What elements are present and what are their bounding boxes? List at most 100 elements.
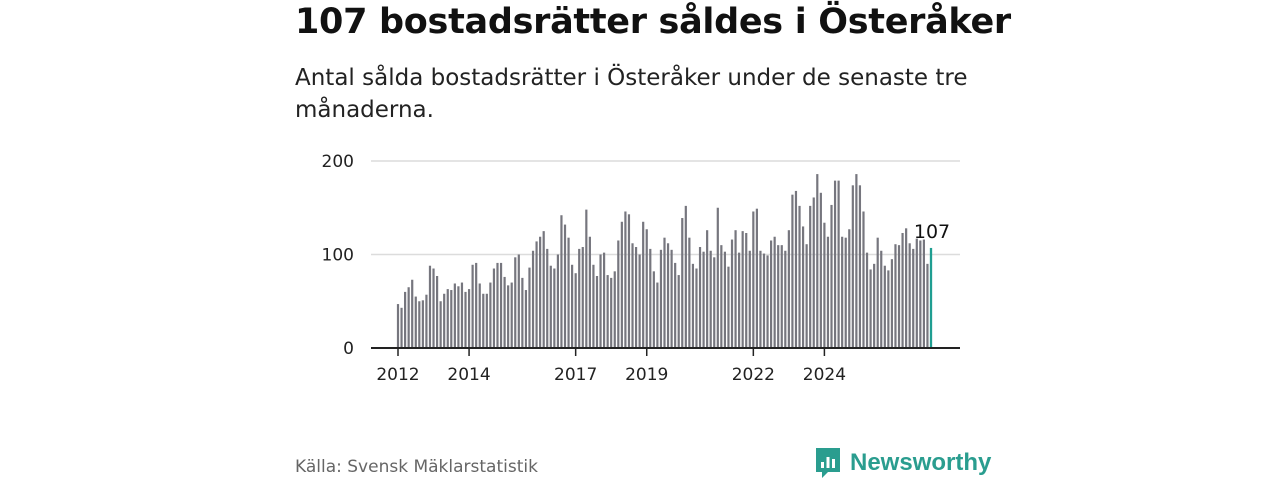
chart-title: 107 bostadsrätter såldes i Österåker — [295, 2, 1011, 42]
bar — [801, 226, 805, 348]
bar — [745, 233, 748, 348]
bar — [819, 192, 822, 348]
bar — [428, 265, 432, 348]
bar — [709, 250, 712, 348]
bar-latest — [929, 247, 933, 348]
bar — [794, 190, 798, 348]
bar — [418, 301, 421, 348]
bar — [851, 185, 854, 348]
bar — [574, 273, 577, 348]
bar — [848, 229, 851, 348]
bar — [691, 263, 695, 348]
chart-subtitle: Antal sålda bostadsrätter i Österåker un… — [295, 65, 968, 123]
bar — [613, 271, 616, 348]
bar — [425, 294, 428, 348]
bar — [450, 290, 453, 348]
bar — [777, 245, 780, 348]
bar — [414, 296, 417, 348]
x-axis: 2012 2014 2017 2019 2022 2024 — [371, 347, 960, 385]
bar — [553, 268, 556, 348]
bar — [652, 271, 655, 348]
bar — [887, 270, 890, 348]
bar — [578, 248, 581, 348]
bar — [471, 264, 474, 348]
bar — [748, 250, 751, 348]
bar — [453, 283, 456, 348]
y-tick-label: 0 — [343, 339, 354, 359]
bar — [706, 230, 709, 348]
bar — [695, 268, 698, 348]
bar — [567, 237, 570, 348]
bar — [602, 252, 606, 348]
bar — [631, 243, 634, 348]
bar — [503, 276, 506, 348]
y-tick-label: 100 — [322, 246, 354, 266]
bar — [805, 244, 808, 348]
bar — [610, 277, 613, 349]
bar — [642, 221, 645, 348]
bar — [784, 250, 787, 348]
bar — [823, 222, 826, 348]
bar — [546, 248, 549, 348]
bar — [638, 254, 641, 348]
bar — [464, 291, 467, 348]
bar — [720, 245, 723, 348]
bar — [770, 240, 773, 348]
bar — [791, 194, 794, 348]
bar — [485, 293, 488, 348]
bar — [645, 229, 648, 348]
bar — [755, 208, 758, 348]
bar — [400, 307, 403, 348]
bar — [684, 205, 687, 348]
bar — [812, 197, 815, 348]
bar — [563, 224, 567, 348]
bar — [773, 236, 776, 348]
bar — [620, 221, 623, 348]
bar — [837, 180, 840, 348]
bar — [656, 282, 659, 348]
bar — [535, 241, 538, 348]
bar — [844, 237, 847, 348]
y-tick-label: 200 — [322, 152, 354, 172]
bar — [514, 257, 517, 348]
bar — [698, 247, 702, 348]
bar — [446, 289, 449, 348]
bar — [524, 290, 528, 348]
bar — [922, 239, 925, 348]
bar — [421, 300, 424, 348]
bar — [809, 205, 812, 348]
bar — [507, 285, 510, 348]
bar — [443, 293, 446, 348]
bar — [606, 275, 609, 348]
bar — [521, 277, 524, 349]
bar — [716, 207, 719, 348]
latest-value-label: 107 — [914, 221, 950, 243]
x-tick-label: 2019 — [625, 365, 668, 385]
newsworthy-logo: Newsworthy — [814, 446, 991, 480]
bar — [762, 253, 766, 348]
bar — [492, 268, 496, 348]
bar — [901, 233, 904, 348]
bar — [908, 243, 911, 348]
bar — [585, 209, 588, 348]
bar — [467, 289, 471, 348]
bar — [741, 231, 744, 349]
bar — [592, 264, 595, 348]
bar — [723, 251, 727, 348]
bar — [787, 230, 790, 348]
bar — [862, 211, 865, 348]
bars — [396, 174, 933, 349]
bar — [510, 282, 513, 348]
bar — [560, 215, 563, 348]
bar — [588, 236, 591, 348]
bar — [634, 247, 638, 348]
bar — [890, 259, 894, 348]
brand-name: Newsworthy — [850, 449, 992, 476]
bar — [883, 265, 886, 348]
bar — [702, 251, 705, 348]
bar — [830, 204, 833, 348]
bar — [919, 240, 922, 348]
bar — [876, 237, 879, 348]
bar — [912, 248, 915, 348]
bar — [926, 263, 929, 348]
